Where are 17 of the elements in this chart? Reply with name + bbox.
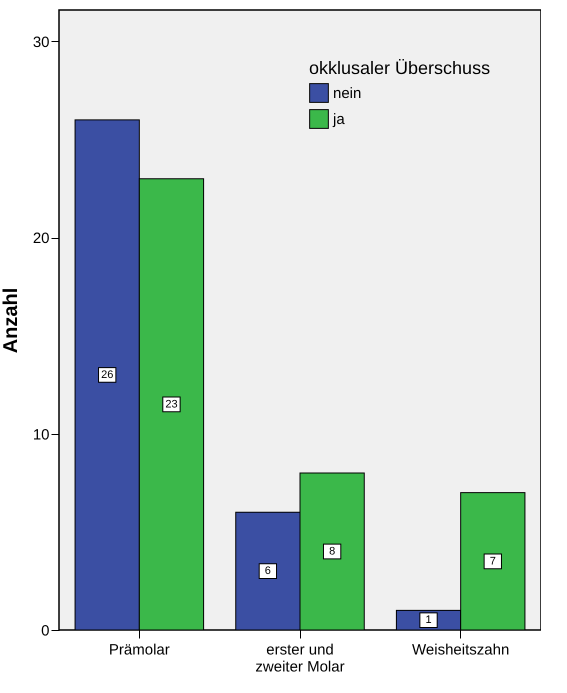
data-label: 8 (329, 546, 336, 558)
data-label: 1 (425, 614, 432, 626)
x-tick-label: erster und zweiter Molar (255, 642, 345, 676)
y-axis-title: Anzahl (0, 288, 22, 354)
y-tick-label: 20 (32, 230, 50, 248)
x-tick-label: Weisheitszahn (412, 642, 510, 658)
data-label: 26 (101, 368, 114, 381)
y-tick-label: 30 (32, 34, 50, 51)
x-tick-label: Prämolar (108, 642, 170, 658)
legend-title: okklusaler Überschuss (309, 58, 490, 78)
legend-label: ja (332, 111, 346, 128)
data-label: 6 (264, 565, 271, 578)
legend-label: nein (333, 85, 362, 102)
y-tick-label: 10 (32, 426, 50, 444)
data-label: 7 (490, 555, 496, 568)
data-label: 23 (165, 398, 178, 410)
y-tick-label: 0 (41, 622, 50, 640)
